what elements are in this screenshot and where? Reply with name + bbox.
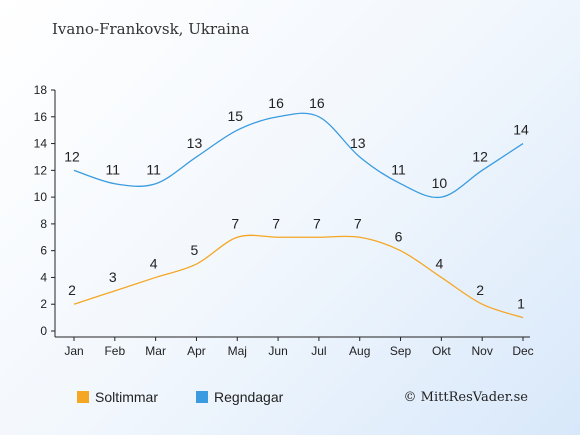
data-label-soltimmar: 4	[435, 255, 443, 271]
legend-swatch-soltimmar	[77, 391, 89, 403]
x-tick-label: Sep	[390, 344, 412, 358]
legend-swatch-regndagar	[196, 391, 209, 403]
data-label-soltimmar: 7	[354, 215, 362, 231]
data-label-regndagar: 14	[513, 122, 529, 138]
legend-label-soltimmar: Soltimmar	[95, 389, 159, 405]
y-tick-label: 18	[34, 83, 48, 97]
data-label-regndagar: 15	[227, 108, 243, 124]
data-label-soltimmar: 6	[395, 229, 403, 245]
data-label-regndagar: 10	[432, 175, 448, 191]
data-label-soltimmar: 2	[68, 282, 76, 298]
y-tick-label: 10	[34, 190, 48, 204]
x-tick-label: Jul	[311, 344, 326, 358]
data-label-soltimmar: 5	[191, 242, 199, 258]
x-tick-label: Maj	[228, 344, 247, 358]
data-label-soltimmar: 4	[150, 255, 158, 271]
y-tick-label: 16	[34, 110, 48, 124]
data-label-regndagar: 13	[350, 135, 366, 151]
y-tick-label: 8	[40, 217, 47, 231]
y-tick-label: 6	[40, 244, 47, 258]
data-label-soltimmar: 1	[517, 296, 525, 312]
data-label-regndagar: 11	[146, 162, 161, 178]
data-label-regndagar: 12	[472, 148, 488, 164]
x-tick-label: Jan	[64, 344, 83, 358]
x-tick-label: Apr	[187, 344, 206, 358]
data-label-soltimmar: 3	[109, 269, 117, 285]
y-tick-label: 4	[40, 270, 47, 284]
x-tick-label: Jun	[268, 344, 287, 358]
legend-item-soltimmar: Soltimmar	[77, 389, 158, 405]
chart-title: Ivano-Frankovsk, Ukraina	[52, 20, 250, 38]
series-line-regndagar	[73, 112, 524, 199]
data-label-regndagar: 16	[309, 95, 325, 111]
legend-item-regndagar: Regndagar	[196, 389, 283, 405]
data-label-regndagar: 12	[64, 148, 80, 164]
x-tick-label: Nov	[472, 344, 493, 358]
y-tick-label: 12	[34, 163, 48, 177]
x-tick-label: Feb	[104, 344, 125, 358]
legend-label-regndagar: Regndagar	[214, 389, 284, 405]
series-line-soltimmar	[73, 234, 524, 319]
data-label-regndagar: 13	[187, 135, 203, 151]
legend: Soltimmar Regndagar	[77, 389, 321, 405]
y-tick-label: 2	[40, 297, 47, 311]
x-tick-label: Mar	[145, 344, 166, 358]
x-tick-label: Okt	[432, 344, 451, 358]
y-tick-label: 14	[34, 137, 48, 151]
x-tick-label: Aug	[349, 344, 370, 358]
data-label-soltimmar: 7	[313, 215, 321, 231]
data-label-soltimmar: 2	[476, 282, 484, 298]
x-tick-label: Dec	[512, 344, 533, 358]
data-label-soltimmar: 7	[272, 215, 280, 231]
data-label-regndagar: 11	[106, 162, 121, 178]
data-label-regndagar: 16	[268, 95, 284, 111]
data-label-regndagar: 11	[391, 162, 406, 178]
y-tick-label: 0	[40, 324, 47, 338]
data-label-soltimmar: 7	[231, 215, 239, 231]
copyright-notice: © MittResVader.se	[403, 390, 528, 405]
